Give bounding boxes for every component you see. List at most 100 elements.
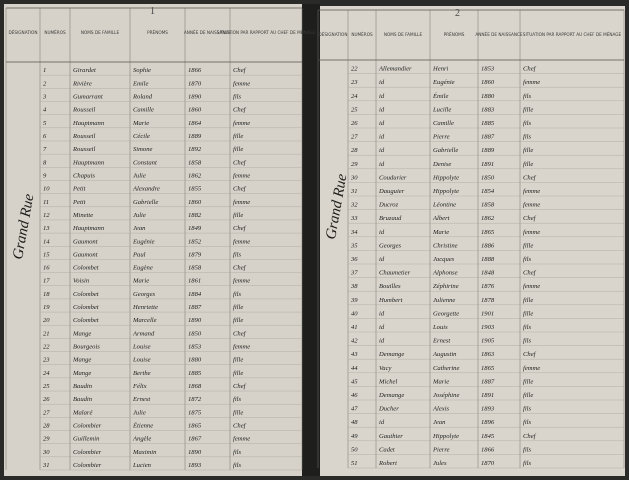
entry: 6 [43, 133, 47, 140]
entry: id [379, 310, 385, 317]
entry: 1858 [481, 202, 495, 209]
page-number: 1 [150, 6, 155, 17]
entry: Gabrielle [433, 147, 458, 154]
entry: Guillemin [73, 436, 100, 443]
entry: Ducroz [378, 202, 399, 209]
entry: Pierre [432, 134, 450, 141]
entry: 23 [43, 357, 50, 364]
entry: Chef [523, 433, 537, 440]
entry: Berthe [133, 370, 151, 377]
entry: 7 [43, 146, 47, 153]
entry: Julienne [433, 297, 455, 304]
entry: Hauptmann [72, 120, 105, 127]
entry: Vacy [379, 365, 392, 372]
entry: Baudin [73, 396, 93, 403]
entry: 27 [43, 409, 50, 416]
entry: Chef [233, 383, 247, 390]
entry: 1879 [188, 251, 202, 258]
entry: 38 [350, 283, 358, 290]
column-header: ANNÉE DE NAISSANCE [184, 30, 232, 35]
entry: Alphonse [432, 270, 458, 277]
entry: femme [233, 120, 250, 127]
entry: Chef [233, 67, 247, 74]
entry: fille [233, 357, 243, 364]
entry: id [379, 134, 385, 141]
page-number: 2 [455, 8, 460, 19]
entry: 36 [350, 256, 358, 263]
entry: 1849 [188, 225, 202, 232]
entry: fils [523, 338, 531, 345]
entry: fille [523, 147, 533, 154]
entry: 1870 [188, 80, 202, 87]
entry: Mange [72, 370, 91, 377]
entry: 1863 [481, 351, 495, 358]
entry: femme [233, 238, 250, 245]
entry: 1854 [481, 188, 495, 195]
entry: fils [233, 462, 241, 469]
entry: 1885 [188, 370, 202, 377]
entry: 15 [43, 251, 50, 258]
entry: 25 [351, 106, 358, 113]
entry: 1905 [481, 338, 495, 345]
entry: 22 [43, 344, 50, 351]
entry: fils [523, 460, 531, 467]
entry: Gumarrant [73, 93, 103, 100]
entry: fils [233, 291, 241, 298]
entry: Louis [432, 324, 448, 331]
entry: 31 [42, 462, 50, 469]
entry: 1853 [188, 344, 202, 351]
entry: 1887 [481, 134, 495, 141]
column-header: PRÉNOMS [444, 32, 465, 37]
entry: Catherine [433, 365, 459, 372]
entry: 1858 [188, 159, 202, 166]
entry: femme [233, 172, 250, 179]
entry: fils [523, 419, 531, 426]
entry: fille [233, 146, 243, 153]
entry: Cécile [133, 133, 150, 140]
entry: Bouilles [379, 283, 401, 290]
entry: Mange [72, 357, 91, 364]
column-header: DÉSIGNATION [319, 32, 348, 37]
entry: 5 [43, 120, 47, 127]
entry: 1860 [188, 107, 202, 114]
entry: id [379, 147, 385, 154]
entry: femme [523, 229, 540, 236]
entry: femme [233, 80, 250, 87]
entry: 24 [351, 93, 358, 100]
entry: Marie [132, 120, 149, 127]
entry: Minette [72, 212, 93, 219]
entry: 17 [43, 278, 50, 285]
entry: 41 [351, 324, 358, 331]
entry: 45 [351, 378, 358, 385]
entry: Julie [133, 172, 146, 179]
entry: 1866 [481, 446, 495, 453]
entry: 1880 [481, 93, 495, 100]
entry: Colombet [73, 265, 99, 272]
entry: Chef [233, 159, 247, 166]
entry: Petit [72, 199, 86, 206]
entry: Chef [233, 423, 247, 430]
entry: 25 [43, 383, 50, 390]
entry: Demange [378, 351, 404, 358]
entry: fils [523, 406, 531, 413]
entry: 49 [351, 433, 358, 440]
entry: 2 [43, 80, 47, 87]
entry: 1896 [481, 419, 495, 426]
entry: 1880 [188, 357, 202, 364]
entry: Malaré [72, 409, 93, 416]
entry: Chef [523, 270, 537, 277]
entry: 1886 [481, 242, 495, 249]
entry: Armand [132, 330, 155, 337]
entry: 50 [351, 446, 358, 453]
entry: Émile [432, 92, 448, 100]
entry: femme [523, 79, 540, 86]
entry: fille [233, 409, 243, 416]
entry: 33 [350, 215, 358, 222]
entry: Hippolyte [432, 174, 459, 181]
entry: 1870 [481, 460, 495, 467]
entry: fille [523, 378, 533, 385]
entry: Hippolyte [432, 188, 459, 195]
entry: 1875 [188, 409, 202, 416]
entry: Léontine [432, 202, 456, 209]
